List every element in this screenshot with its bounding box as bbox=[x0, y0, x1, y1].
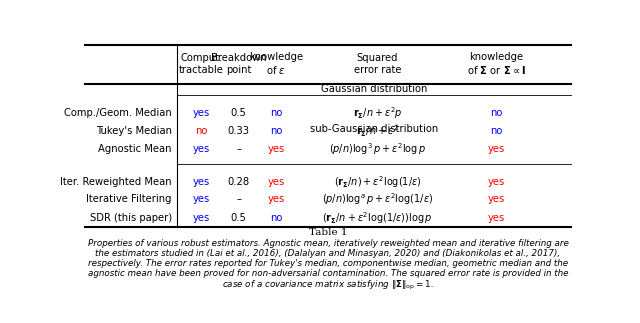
Text: no: no bbox=[195, 126, 208, 136]
Text: 0.33: 0.33 bbox=[228, 126, 250, 136]
Text: yes: yes bbox=[268, 177, 285, 187]
Text: yes: yes bbox=[488, 144, 505, 154]
Text: $(p/n)\log^a p+\varepsilon^2\log(1/\varepsilon)$: $(p/n)\log^a p+\varepsilon^2\log(1/\vare… bbox=[322, 191, 433, 207]
Text: Comput.
tractable: Comput. tractable bbox=[179, 53, 224, 75]
Text: 0.5: 0.5 bbox=[231, 109, 246, 118]
Text: yes: yes bbox=[193, 177, 210, 187]
Text: knowledge
of $\varepsilon$: knowledge of $\varepsilon$ bbox=[249, 52, 303, 76]
Text: Comp./Geom. Median: Comp./Geom. Median bbox=[64, 109, 172, 118]
Text: $\mathbf{r}_{\boldsymbol{\Sigma}}/n+\varepsilon^2 p$: $\mathbf{r}_{\boldsymbol{\Sigma}}/n+\var… bbox=[353, 106, 403, 121]
Text: Iter. Reweighted Mean: Iter. Reweighted Mean bbox=[60, 177, 172, 187]
Text: Properties of various robust estimators. Agnostic mean, iteratively reweighted m: Properties of various robust estimators.… bbox=[88, 239, 568, 248]
Text: –: – bbox=[236, 194, 241, 204]
Text: $(\mathbf{r}_{\boldsymbol{\Sigma}}/n)+\varepsilon^2\log(1/\varepsilon)$: $(\mathbf{r}_{\boldsymbol{\Sigma}}/n)+\v… bbox=[334, 174, 421, 190]
Text: sub-Gaussian distribution: sub-Gaussian distribution bbox=[310, 124, 438, 134]
Text: yes: yes bbox=[268, 144, 285, 154]
Text: the estimators studied in (Lai et al., 2016), (Dalalyan and Minasyan, 2020) and : the estimators studied in (Lai et al., 2… bbox=[95, 249, 561, 258]
Text: yes: yes bbox=[488, 177, 505, 187]
Text: yes: yes bbox=[193, 109, 210, 118]
Text: agnostic mean have been proved for non-adversarial contamination. The squared er: agnostic mean have been proved for non-a… bbox=[88, 269, 568, 278]
Text: $(\mathbf{r}_{\boldsymbol{\Sigma}}/n+\varepsilon^2\log(1/\varepsilon))\log p$: $(\mathbf{r}_{\boldsymbol{\Sigma}}/n+\va… bbox=[322, 210, 433, 226]
Text: Gaussian distribution: Gaussian distribution bbox=[321, 84, 427, 94]
Text: Agnostic Mean: Agnostic Mean bbox=[99, 144, 172, 154]
Text: Squared
error rate: Squared error rate bbox=[354, 53, 401, 75]
Text: no: no bbox=[490, 126, 503, 136]
Text: 0.5: 0.5 bbox=[231, 213, 246, 223]
Text: no: no bbox=[269, 126, 282, 136]
Text: yes: yes bbox=[193, 194, 210, 204]
Text: Table 1: Table 1 bbox=[308, 228, 348, 237]
Text: Iterative Filtering: Iterative Filtering bbox=[86, 194, 172, 204]
Text: no: no bbox=[269, 109, 282, 118]
Text: no: no bbox=[490, 109, 503, 118]
Text: respectively. The error rates reported for Tukey's median, componentwise median,: respectively. The error rates reported f… bbox=[88, 259, 568, 268]
Text: $(p/n)\log^3 p+\varepsilon^2 \log p$: $(p/n)\log^3 p+\varepsilon^2 \log p$ bbox=[329, 141, 426, 157]
Text: $\mathbf{r}_{\boldsymbol{\Sigma}}/n+\varepsilon^2$: $\mathbf{r}_{\boldsymbol{\Sigma}}/n+\var… bbox=[356, 123, 399, 139]
Text: yes: yes bbox=[193, 144, 210, 154]
Text: SDR (this paper): SDR (this paper) bbox=[90, 213, 172, 223]
Text: 0.28: 0.28 bbox=[228, 177, 250, 187]
Text: yes: yes bbox=[488, 194, 505, 204]
Text: yes: yes bbox=[193, 213, 210, 223]
Text: Tukey's Median: Tukey's Median bbox=[96, 126, 172, 136]
Text: knowledge
of $\mathbf{\Sigma}$ or $\mathbf{\Sigma}\propto\mathbf{I}$: knowledge of $\mathbf{\Sigma}$ or $\math… bbox=[467, 52, 526, 76]
Text: no: no bbox=[269, 213, 282, 223]
Text: yes: yes bbox=[268, 194, 285, 204]
Text: case of a covariance matrix satisfying $\|\boldsymbol{\Sigma}\|_{\mathrm{op}} = : case of a covariance matrix satisfying $… bbox=[222, 279, 434, 292]
Text: Breakdown
point: Breakdown point bbox=[211, 53, 266, 75]
Text: yes: yes bbox=[488, 213, 505, 223]
Text: –: – bbox=[236, 144, 241, 154]
